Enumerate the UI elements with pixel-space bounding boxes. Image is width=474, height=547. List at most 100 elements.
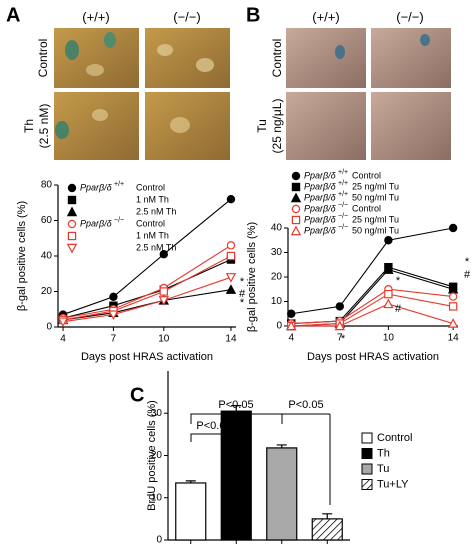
legend-label: Tu <box>377 463 389 475</box>
series-line <box>62 276 232 323</box>
series-line <box>62 198 232 316</box>
legend-marker <box>67 183 77 193</box>
y-tick-label: 0 <box>276 321 282 332</box>
legend-label: Control <box>136 182 165 192</box>
legend-genotype: +/+ <box>114 181 124 188</box>
cell <box>55 121 69 139</box>
legend-label: 25 ng/ml Tu <box>352 181 399 191</box>
legend-gene: Pparβ/δ <box>304 214 337 224</box>
legend-label: Th <box>377 447 390 459</box>
legend-marker <box>290 192 302 203</box>
legend-label: 1 nM Th <box>136 194 169 204</box>
y-tick-label: 80 <box>41 180 53 191</box>
cell <box>420 34 430 46</box>
legend-marker <box>291 171 301 181</box>
marker <box>384 236 393 245</box>
x-tick-label: 4 <box>60 334 66 345</box>
series-line <box>291 269 454 327</box>
annotation: * <box>465 256 470 268</box>
legend-genotype: −/− <box>114 217 124 224</box>
x-tick-label: 7 <box>111 334 117 345</box>
legend-label: 50 ng/ml Tu <box>352 225 399 235</box>
marker <box>334 320 346 331</box>
legend-gene: Pparβ/δ <box>80 218 113 228</box>
legend-marker <box>67 195 77 205</box>
bar <box>266 447 298 541</box>
legend-swatch <box>361 432 373 444</box>
legend-gene: Pparβ/δ <box>304 203 337 213</box>
y-axis-label: β-gal positive cells (%) <box>246 222 258 332</box>
row-label: Th <box>22 119 36 133</box>
marker <box>226 194 236 204</box>
marker <box>108 310 119 321</box>
legend-label: Tu+LY <box>377 478 409 490</box>
marker <box>448 223 458 233</box>
y-tick-label: 20 <box>151 450 163 461</box>
legend-swatch <box>361 463 373 475</box>
annotation: * <box>240 276 245 288</box>
x-axis-label: Days post HRAS activation <box>81 351 213 363</box>
bar <box>311 518 343 541</box>
y-tick-label: 40 <box>41 251 53 262</box>
panel-label: A <box>6 4 20 26</box>
marker <box>448 302 458 311</box>
y-axis-label: β-gal positive cells (%) <box>16 201 28 311</box>
legend-swatch <box>361 479 373 490</box>
series-line <box>291 227 454 315</box>
y-tick-label: 40 <box>271 223 283 234</box>
bar <box>175 482 207 541</box>
legend-gene: Pparβ/δ <box>304 170 337 180</box>
x-axis-label: Days post HRAS activation <box>307 351 439 363</box>
legend-genotype: +/+ <box>338 169 348 176</box>
annotation: * <box>341 333 346 345</box>
marker <box>287 309 296 318</box>
y-tick-label: 0 <box>156 535 162 546</box>
x-tick-label: 10 <box>383 333 395 344</box>
cell <box>104 32 116 48</box>
error-bar <box>276 444 287 448</box>
annotation: # <box>395 303 402 315</box>
marker <box>225 284 237 294</box>
micrograph <box>286 28 366 88</box>
micrograph <box>145 28 230 88</box>
series-line <box>62 289 232 321</box>
bracket <box>329 414 331 505</box>
cell <box>92 109 108 121</box>
marker <box>158 296 169 306</box>
legend-swatch <box>361 448 373 459</box>
marker <box>335 302 345 311</box>
cell <box>157 44 173 56</box>
legend-label: Control <box>377 432 412 444</box>
row-label: Control <box>270 39 284 78</box>
series-line <box>291 303 454 327</box>
legend-genotype: +/+ <box>338 191 348 198</box>
marker <box>383 264 394 274</box>
error-bar <box>231 405 242 412</box>
cell <box>335 45 345 59</box>
cell <box>170 117 190 133</box>
annotation: P<0.05 <box>218 399 253 411</box>
marker <box>448 292 458 301</box>
legend-label: 25 ng/ml Tu <box>352 214 399 224</box>
legend-label: Control <box>136 218 165 228</box>
annotation: P<0.05 <box>196 420 231 432</box>
legend-gene: Pparβ/δ <box>304 192 337 202</box>
marker <box>225 273 237 283</box>
legend-label: 50 ng/ml Tu <box>352 192 399 202</box>
legend-marker <box>291 204 301 214</box>
y-tick-label: 30 <box>151 408 163 419</box>
y-tick-label: 0 <box>46 322 52 333</box>
series-line <box>291 266 454 325</box>
x-tick-label: 14 <box>225 334 237 345</box>
annotation: # <box>239 288 246 300</box>
marker <box>226 251 236 261</box>
cell <box>196 58 214 72</box>
legend-marker <box>66 243 78 254</box>
legend-label: Control <box>352 203 381 213</box>
error-bar <box>185 480 196 483</box>
micrograph <box>286 92 366 160</box>
column-header: (−/−) <box>396 9 423 24</box>
legend-label: 2.5 nM Th <box>136 206 176 216</box>
legend-gene: Pparβ/δ <box>80 182 113 192</box>
